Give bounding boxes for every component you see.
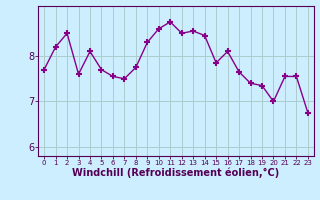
X-axis label: Windchill (Refroidissement éolien,°C): Windchill (Refroidissement éolien,°C) (72, 168, 280, 178)
